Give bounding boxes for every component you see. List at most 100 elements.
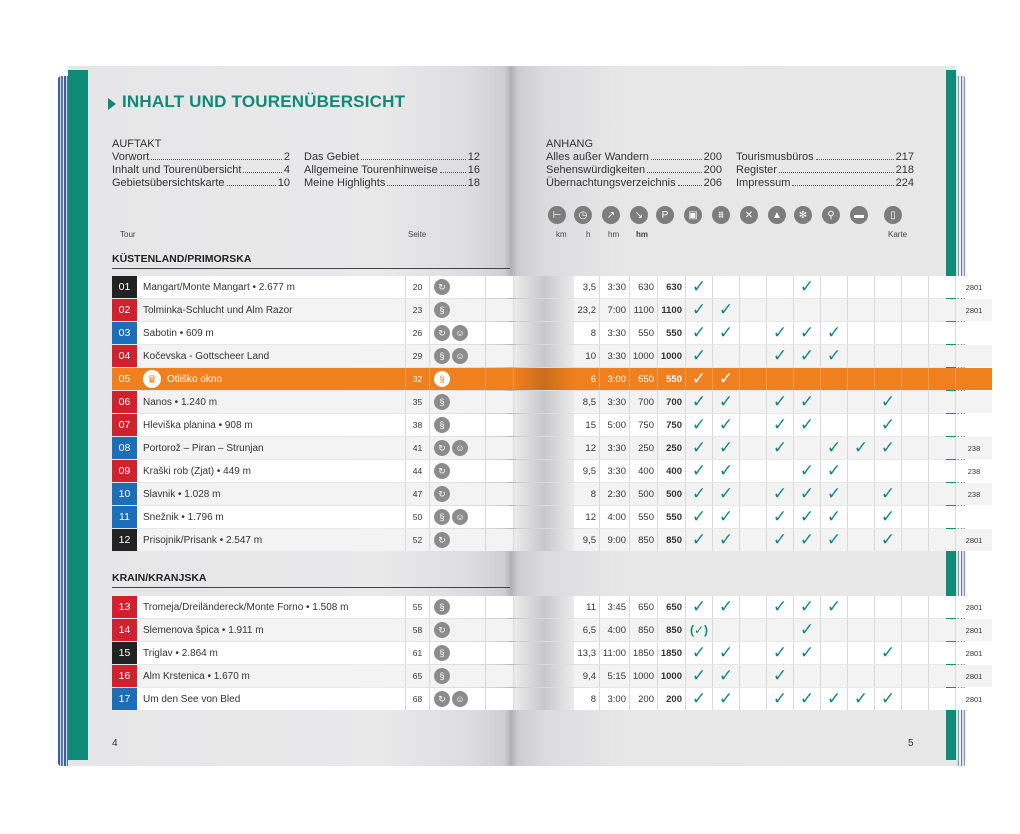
feature-cell: ✓ (686, 665, 713, 687)
feature-cell (794, 299, 821, 321)
tour-number: 03 (112, 322, 137, 344)
check-icon: ✓ (799, 415, 815, 434)
feature-cell: ✓ (794, 529, 821, 551)
feature-cell (875, 345, 902, 367)
table-row[interactable]: 08 Portorož – Piran – Strunjan 41 ↻ ☺ 12 3:30 2… (112, 437, 992, 459)
bus-icon: ▣ (684, 206, 702, 224)
tour-name[interactable]: Mangart/Monte Mangart • 2.677 m (137, 276, 406, 298)
hut-icon: ▬ (850, 206, 868, 224)
spacer-cell (486, 642, 514, 664)
tour-name[interactable]: Tolminka-Schlucht und Alm Razor (137, 299, 406, 321)
feature-cell: ✓ (875, 688, 902, 710)
tour-page: 55 (406, 596, 430, 618)
page-edges-left (58, 76, 70, 766)
toc-entry[interactable]: Gebietsübersichtskarte 10 (112, 177, 290, 190)
table-row[interactable]: 06 Nanos • 1.240 m 35 § 8,5 3:30 700 700 ✓ ✓ ✓ ✓ ✓ (112, 391, 992, 413)
tour-name[interactable]: Tromeja/Dreiländereck/Monte Forno • 1.50… (137, 596, 406, 618)
table-row[interactable]: 12 Prisojnik/Prisank • 2.547 m 52 ↻ 9,5 9:00 8… (112, 529, 992, 551)
toc-entry[interactable]: Allgemeine Tourenhinweise 16 (304, 164, 480, 177)
table-row[interactable]: 16 Alm Krstenica • 1.670 m 65 § 9,4 5:15 1000 1… (112, 665, 992, 687)
table-row[interactable]: 13 Tromeja/Dreiländereck/Monte Forno • 1.… (112, 596, 992, 618)
feature-cell: ✓ (875, 483, 902, 505)
table-row[interactable]: 17 Um den See von Bled 68 ↻ ☺ 8 3:00 200 200 ✓ ✓ ✓ ✓… (112, 688, 992, 710)
table-row[interactable]: 05 ♛ Otliško okno 32 § 6 3:00 550 550 ✓ ✓ (112, 368, 992, 390)
tour-name[interactable]: Slavnik • 1.028 m (137, 483, 406, 505)
tour-name[interactable]: ♛ Otliško okno (137, 368, 406, 390)
tour-page: 26 (406, 322, 430, 344)
feature-cell (848, 391, 875, 413)
feature-cell: ✓ (713, 506, 740, 528)
feature-cell (929, 665, 956, 687)
tour-name[interactable]: Um den See von Bled (137, 688, 406, 710)
feature-cell (848, 665, 875, 687)
gutter-cell (514, 506, 574, 528)
tour-name[interactable]: Hleviška planina • 908 m (137, 414, 406, 436)
toc-entry[interactable]: Tourismusbüros 217 (736, 151, 914, 164)
toc-entry[interactable]: Meine Highlights 18 (304, 177, 480, 190)
check-icon: ✓ (772, 346, 788, 365)
feature-cell (848, 345, 875, 367)
feature-cell: ✓ (794, 276, 821, 298)
tour-ascent: 1000 (630, 665, 658, 687)
tour-name[interactable]: Triglav • 2.864 m (137, 642, 406, 664)
table-row[interactable]: 15 Triglav • 2.864 m 61 § 13,3 11:00 1850 1850 ✓… (112, 642, 992, 664)
unit-karte: Karte (888, 230, 908, 239)
tour-name[interactable]: Alm Krstenica • 1.670 m (137, 665, 406, 687)
toc-entry[interactable]: Inhalt und Tourenübersicht 4 (112, 164, 290, 177)
table-row[interactable]: 11 Snežnik • 1.796 m 50 § ☺ 12 4:00 550 550 ✓ ✓ ✓ ✓ ✓… (112, 506, 992, 528)
table-row[interactable]: 02 Tolminka-Schlucht und Alm Razor 23 § 23,2… (112, 299, 992, 321)
tour-map (956, 345, 992, 367)
tour-name[interactable]: Nanos • 1.240 m (137, 391, 406, 413)
feature-cell: ✓ (686, 460, 713, 482)
toc-entry-page: 18 (467, 177, 480, 189)
toc-entry[interactable]: Vorwort 2 (112, 151, 290, 164)
gutter-cell (514, 437, 574, 459)
loop-route-icon: ↻ (434, 463, 450, 479)
toc-entry-label: Gebietsübersichtskarte (112, 177, 225, 189)
toc-entry[interactable]: Register 218 (736, 164, 914, 177)
toc-entry[interactable]: Das Gebiet 12 (304, 151, 480, 164)
feature-cell: ✓ (794, 460, 821, 482)
toc-dot-leader (151, 159, 282, 160)
tour-name[interactable]: Slemenova špica • 1.911 m (137, 619, 406, 641)
tour-symbols: ↻ ☺ (430, 437, 486, 459)
toc-entry[interactable]: Impressum 224 (736, 177, 914, 190)
table-row[interactable]: 10 Slavnik • 1.028 m 47 ↻ 8 2:30 500 500 ✓ ✓ ✓ ✓ ✓ ✓ 2… (112, 483, 992, 505)
tour-name[interactable]: Portorož – Piran – Strunjan (137, 437, 406, 459)
feature-cell: ✓ (767, 437, 794, 459)
toc-entry[interactable]: Sehenswürdigkeiten 200 (546, 164, 722, 177)
toc-entry[interactable]: Übernachtungsverzeichnis 206 (546, 177, 722, 190)
spacer-cell (486, 619, 514, 641)
signpost-icon: ⊢ (548, 206, 566, 224)
feature-cell (794, 437, 821, 459)
table-row[interactable]: 03 Sabotin • 609 m 26 ↻ ☺ 8 3:30 550 550 ✓ ✓ ✓ ✓ ✓ (112, 322, 992, 344)
tour-name[interactable]: Kraški rob (Zjat) • 449 m (137, 460, 406, 482)
tour-number: 10 (112, 483, 137, 505)
feature-cell (848, 596, 875, 618)
table-row[interactable]: 01 Mangart/Monte Mangart • 2.677 m 20 ↻ 3,5 3… (112, 276, 992, 298)
tour-name[interactable]: Kočevska - Gottscheer Land (137, 345, 406, 367)
tour-page: 65 (406, 665, 430, 687)
family-friendly-icon: ☺ (452, 348, 468, 364)
spacer-cell (486, 322, 514, 344)
feature-cell (740, 276, 767, 298)
tour-ascent: 200 (630, 688, 658, 710)
tour-name[interactable]: Sabotin • 609 m (137, 322, 406, 344)
table-row[interactable]: 14 Slemenova špica • 1.911 m 58 ↻ 6,5 4:00 850… (112, 619, 992, 641)
tour-hours: 9:00 (600, 529, 630, 551)
tour-number: 05 (112, 368, 137, 390)
tour-name[interactable]: Snežnik • 1.796 m (137, 506, 406, 528)
tour-name[interactable]: Prisojnik/Prisank • 2.547 m (137, 529, 406, 551)
toc-entry-label: Meine Highlights (304, 177, 386, 189)
feature-cell (929, 460, 956, 482)
table-row[interactable]: 09 Kraški rob (Zjat) • 449 m 44 ↻ 9,5 3:30 400… (112, 460, 992, 482)
toc-entry[interactable]: Alles außer Wandern 200 (546, 151, 722, 164)
feature-cell (821, 368, 848, 390)
feature-cell (740, 299, 767, 321)
tour-page: 32 (406, 368, 430, 390)
feature-cell: ✓ (686, 345, 713, 367)
table-row[interactable]: 07 Hleviška planina • 908 m 38 § 15 5:00 750 75… (112, 414, 992, 436)
table-row[interactable]: 04 Kočevska - Gottscheer Land 29 § ☺ 10 3:30 10… (112, 345, 992, 367)
check-icon: ✓ (853, 438, 869, 457)
tour-descent: 200 (658, 688, 686, 710)
